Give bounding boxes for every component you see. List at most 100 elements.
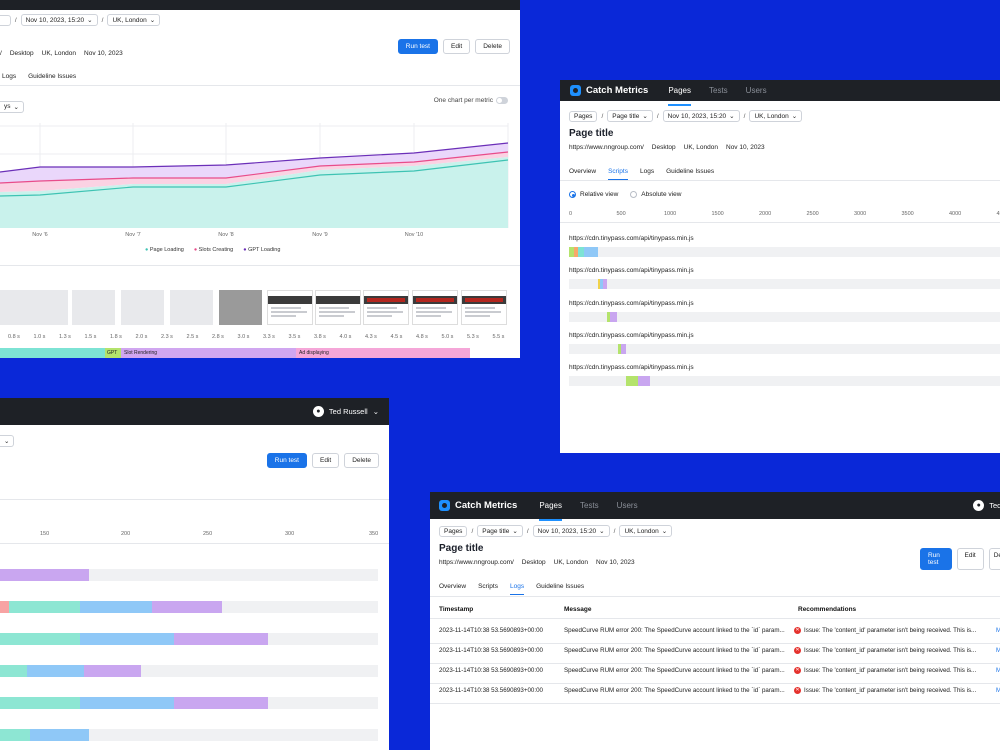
tab-logs[interactable]: Logs bbox=[2, 73, 17, 80]
nav-pages[interactable]: Pages bbox=[668, 86, 691, 106]
filmstrip-thumb bbox=[363, 290, 409, 325]
delete-button[interactable]: Delete bbox=[475, 39, 510, 54]
crumb-date-label: Nov 10, 2023, 15:20 bbox=[667, 112, 727, 120]
tab-guideline-issues[interactable]: Guideline Issues bbox=[28, 73, 77, 80]
user-name: Ted Russell bbox=[989, 501, 1000, 510]
one-chart-toggle-label: One chart per metric bbox=[433, 97, 493, 105]
more-link[interactable]: M bbox=[996, 667, 1000, 674]
log-message: SpeedCurve RUM error 200: The SpeedCurve… bbox=[564, 627, 785, 634]
relative-view-radio[interactable]: Relative view bbox=[569, 191, 618, 198]
edit-button[interactable]: Edit bbox=[956, 548, 984, 570]
crumb-date-select[interactable]: Nov 10, 2023, 15:20 ⌄ bbox=[532, 525, 610, 537]
crumb-date-select[interactable]: Nov 10, 2023, 15:20 ⌄ bbox=[662, 110, 740, 122]
tabs-divider bbox=[560, 180, 1000, 181]
crumb-sep: / bbox=[14, 16, 17, 24]
tab-scripts[interactable]: Scripts bbox=[478, 583, 498, 590]
row-divider bbox=[430, 703, 1000, 704]
nav-users[interactable]: Users bbox=[616, 501, 638, 510]
catch-metrics-logo-icon bbox=[439, 500, 450, 511]
crumb-pages[interactable]: Pages bbox=[439, 525, 468, 537]
tab-logs[interactable]: Logs bbox=[509, 583, 525, 595]
script-seg-dns bbox=[618, 344, 621, 354]
tab-logs[interactable]: Logs bbox=[639, 168, 655, 175]
table-row[interactable]: 2023-11-14T10:38 53.5690893+00:00 SpeedCu… bbox=[430, 685, 1000, 705]
crumb-page-select[interactable]: Page title ⌄ bbox=[607, 110, 653, 122]
crumb-pages[interactable]: Pages bbox=[569, 110, 598, 122]
range-select[interactable]: ys ⌄ bbox=[0, 95, 24, 113]
script-row-url: https://cdn.tinypass.com/api/tinypass.mi… bbox=[569, 267, 694, 274]
filmstrip-thumb bbox=[461, 290, 507, 325]
error-icon: ✕ bbox=[794, 647, 801, 654]
toggle-switch[interactable] bbox=[496, 97, 508, 104]
abs-axis-tick: 300 bbox=[285, 531, 295, 537]
nav-pages[interactable]: Pages bbox=[539, 501, 562, 521]
x-tick: Nov '8 bbox=[218, 232, 233, 238]
crumb-location-select[interactable]: UK, London ⌄ bbox=[107, 14, 161, 26]
scripts-window: Catch Metrics Pages Tests Users Pages / … bbox=[560, 80, 1000, 453]
table-row[interactable]: 2023-11-14T10:38 53.5690893+00:00 SpeedCu… bbox=[430, 645, 1000, 665]
more-link[interactable]: M bbox=[996, 687, 1000, 694]
page-tabs: Logs Guideline Issues bbox=[2, 73, 76, 85]
run-test-button[interactable]: Run test bbox=[266, 453, 307, 468]
page-title: Page title bbox=[569, 128, 614, 139]
nav-users[interactable]: Users bbox=[745, 86, 767, 95]
issue-label: Issue: bbox=[804, 687, 821, 695]
log-timestamp: 2023-11-14T10:38 53.5690893+00:00 bbox=[439, 627, 543, 634]
filmstrip-time: 4.3 s bbox=[365, 334, 377, 340]
script-seg-download bbox=[621, 344, 626, 354]
crumb-location-chip[interactable]: ⌄ bbox=[0, 435, 15, 447]
more-link[interactable]: M bbox=[996, 647, 1000, 654]
meta-device: Desktop bbox=[521, 559, 546, 566]
tab-scripts[interactable]: Scripts bbox=[608, 168, 628, 180]
abs-seg-connect bbox=[0, 601, 9, 613]
run-test-button[interactable]: Run test bbox=[397, 39, 438, 54]
edit-button[interactable]: Edit bbox=[443, 39, 471, 54]
nav-tests[interactable]: Tests bbox=[580, 501, 599, 510]
table-row[interactable]: 2023-11-14T10:38 53.5690893+00:00 SpeedCu… bbox=[430, 665, 1000, 685]
log-message: SpeedCurve RUM error 200: The SpeedCurve… bbox=[564, 687, 785, 694]
abs-seg-wait bbox=[30, 729, 89, 741]
nav-tests[interactable]: Tests bbox=[709, 86, 728, 95]
tab-overview[interactable]: Overview bbox=[569, 168, 597, 175]
absolute-view-radio[interactable]: Absolute view bbox=[630, 191, 681, 198]
crumb-location-select[interactable]: UK, London ⌄ bbox=[619, 525, 673, 537]
abs-axis: 150 200 250 300 350 bbox=[0, 531, 389, 539]
crumb-location-select[interactable]: UK, London ⌄ bbox=[749, 110, 803, 122]
issue-text: The 'content_id' parameter isn't being r… bbox=[822, 647, 977, 655]
x-tick: Nov '9 bbox=[312, 232, 327, 238]
x-tick: Nov '6 bbox=[32, 232, 47, 238]
app-logo[interactable]: Catch Metrics bbox=[570, 85, 648, 96]
crumb-date-select[interactable]: Nov 10, 2023, 15:20 ⌄ bbox=[20, 14, 98, 26]
table-row[interactable]: 2023-11-14T10:38 53.5690893+00:00 SpeedCu… bbox=[430, 625, 1000, 645]
delete-button[interactable]: Delete bbox=[988, 548, 1000, 570]
range-select-chip[interactable]: ys ⌄ bbox=[0, 100, 24, 113]
chevron-down-icon: ⌄ bbox=[149, 17, 156, 24]
crumb-page-label: Page title bbox=[612, 112, 640, 120]
user-menu[interactable]: ● Ted Russell ⌄ bbox=[312, 406, 379, 417]
crumb-page[interactable] bbox=[0, 14, 11, 26]
crumb-location-select[interactable]: ⌄ bbox=[0, 430, 15, 448]
error-icon: ✕ bbox=[794, 627, 801, 634]
tab-overview[interactable]: Overview bbox=[439, 583, 467, 590]
user-menu[interactable]: ● Ted Russell bbox=[973, 500, 1000, 511]
edit-button[interactable]: Edit bbox=[312, 453, 340, 468]
abs-seg-wait bbox=[80, 633, 174, 645]
crumb-page-select[interactable]: Page title ⌄ bbox=[477, 525, 523, 537]
issue-label: Issue: bbox=[804, 667, 821, 675]
one-chart-toggle[interactable]: One chart per metric bbox=[434, 97, 508, 104]
delete-button[interactable]: Delete bbox=[344, 453, 379, 468]
app-logo[interactable]: Catch Metrics bbox=[439, 500, 517, 511]
script-row-url: https://cdn.tinypass.com/api/tinypass.mi… bbox=[569, 235, 694, 242]
filmstrip-frame bbox=[121, 290, 166, 325]
logs-window: Catch Metrics Pages Tests Users ● Ted Rus… bbox=[430, 492, 1000, 750]
scripts-axis-tick: 2500 bbox=[806, 211, 819, 217]
chevron-down-icon: ⌄ bbox=[791, 113, 798, 120]
scripts-axis-tick: 3000 bbox=[854, 211, 867, 217]
filmstrip-thumb bbox=[412, 290, 458, 325]
run-test-button[interactable]: Run test bbox=[920, 548, 952, 570]
tab-guideline-issues[interactable]: Guideline Issues bbox=[536, 583, 585, 590]
tab-guideline-issues[interactable]: Guideline Issues bbox=[666, 168, 715, 175]
more-link[interactable]: M bbox=[996, 627, 1000, 634]
script-seg-dns bbox=[569, 247, 574, 257]
phase-slot-rendering: Slot Rendering bbox=[121, 348, 296, 358]
